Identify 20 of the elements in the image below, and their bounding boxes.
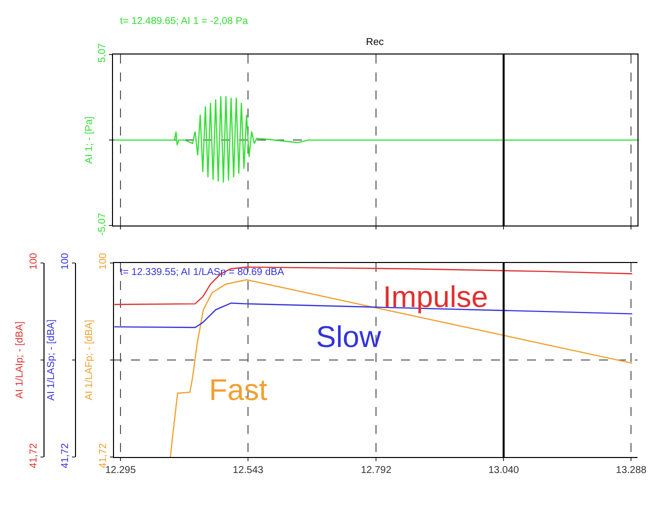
series-label: Impulse xyxy=(383,281,488,314)
y-axis-title: AI 1/LAFp; - [dBA] xyxy=(84,319,95,400)
y-axis-title: AI 1; - [Pa] xyxy=(84,116,95,164)
y-tick-label: 100 xyxy=(98,252,109,270)
series-label: Fast xyxy=(209,374,268,407)
x-tick-label: 13.040 xyxy=(488,465,520,476)
text: Rec xyxy=(366,37,384,48)
y-tick-label: 5,07 xyxy=(96,42,108,63)
y3-tick-label: 41,72 xyxy=(28,442,40,468)
series-label: Slow xyxy=(316,321,382,354)
text: t= 12.489.65; AI 1 = -2,08 Pa xyxy=(120,16,248,27)
x-tick-label: 12.792 xyxy=(360,465,392,476)
y2-tick-label: 41,72 xyxy=(60,442,71,468)
y-tick-label: -5,07 xyxy=(96,212,108,236)
y3-tick-label: 100 xyxy=(28,252,40,270)
y3-axis-title: AI 1/LAIp; - [dBA] xyxy=(14,321,26,399)
y2-axis-title: AI 1/LASp; - [dBA] xyxy=(46,319,57,401)
y2-tick-label: 100 xyxy=(60,252,71,270)
x-tick-label: 12.543 xyxy=(232,465,264,476)
x-tick-label: 13.288 xyxy=(616,465,647,476)
